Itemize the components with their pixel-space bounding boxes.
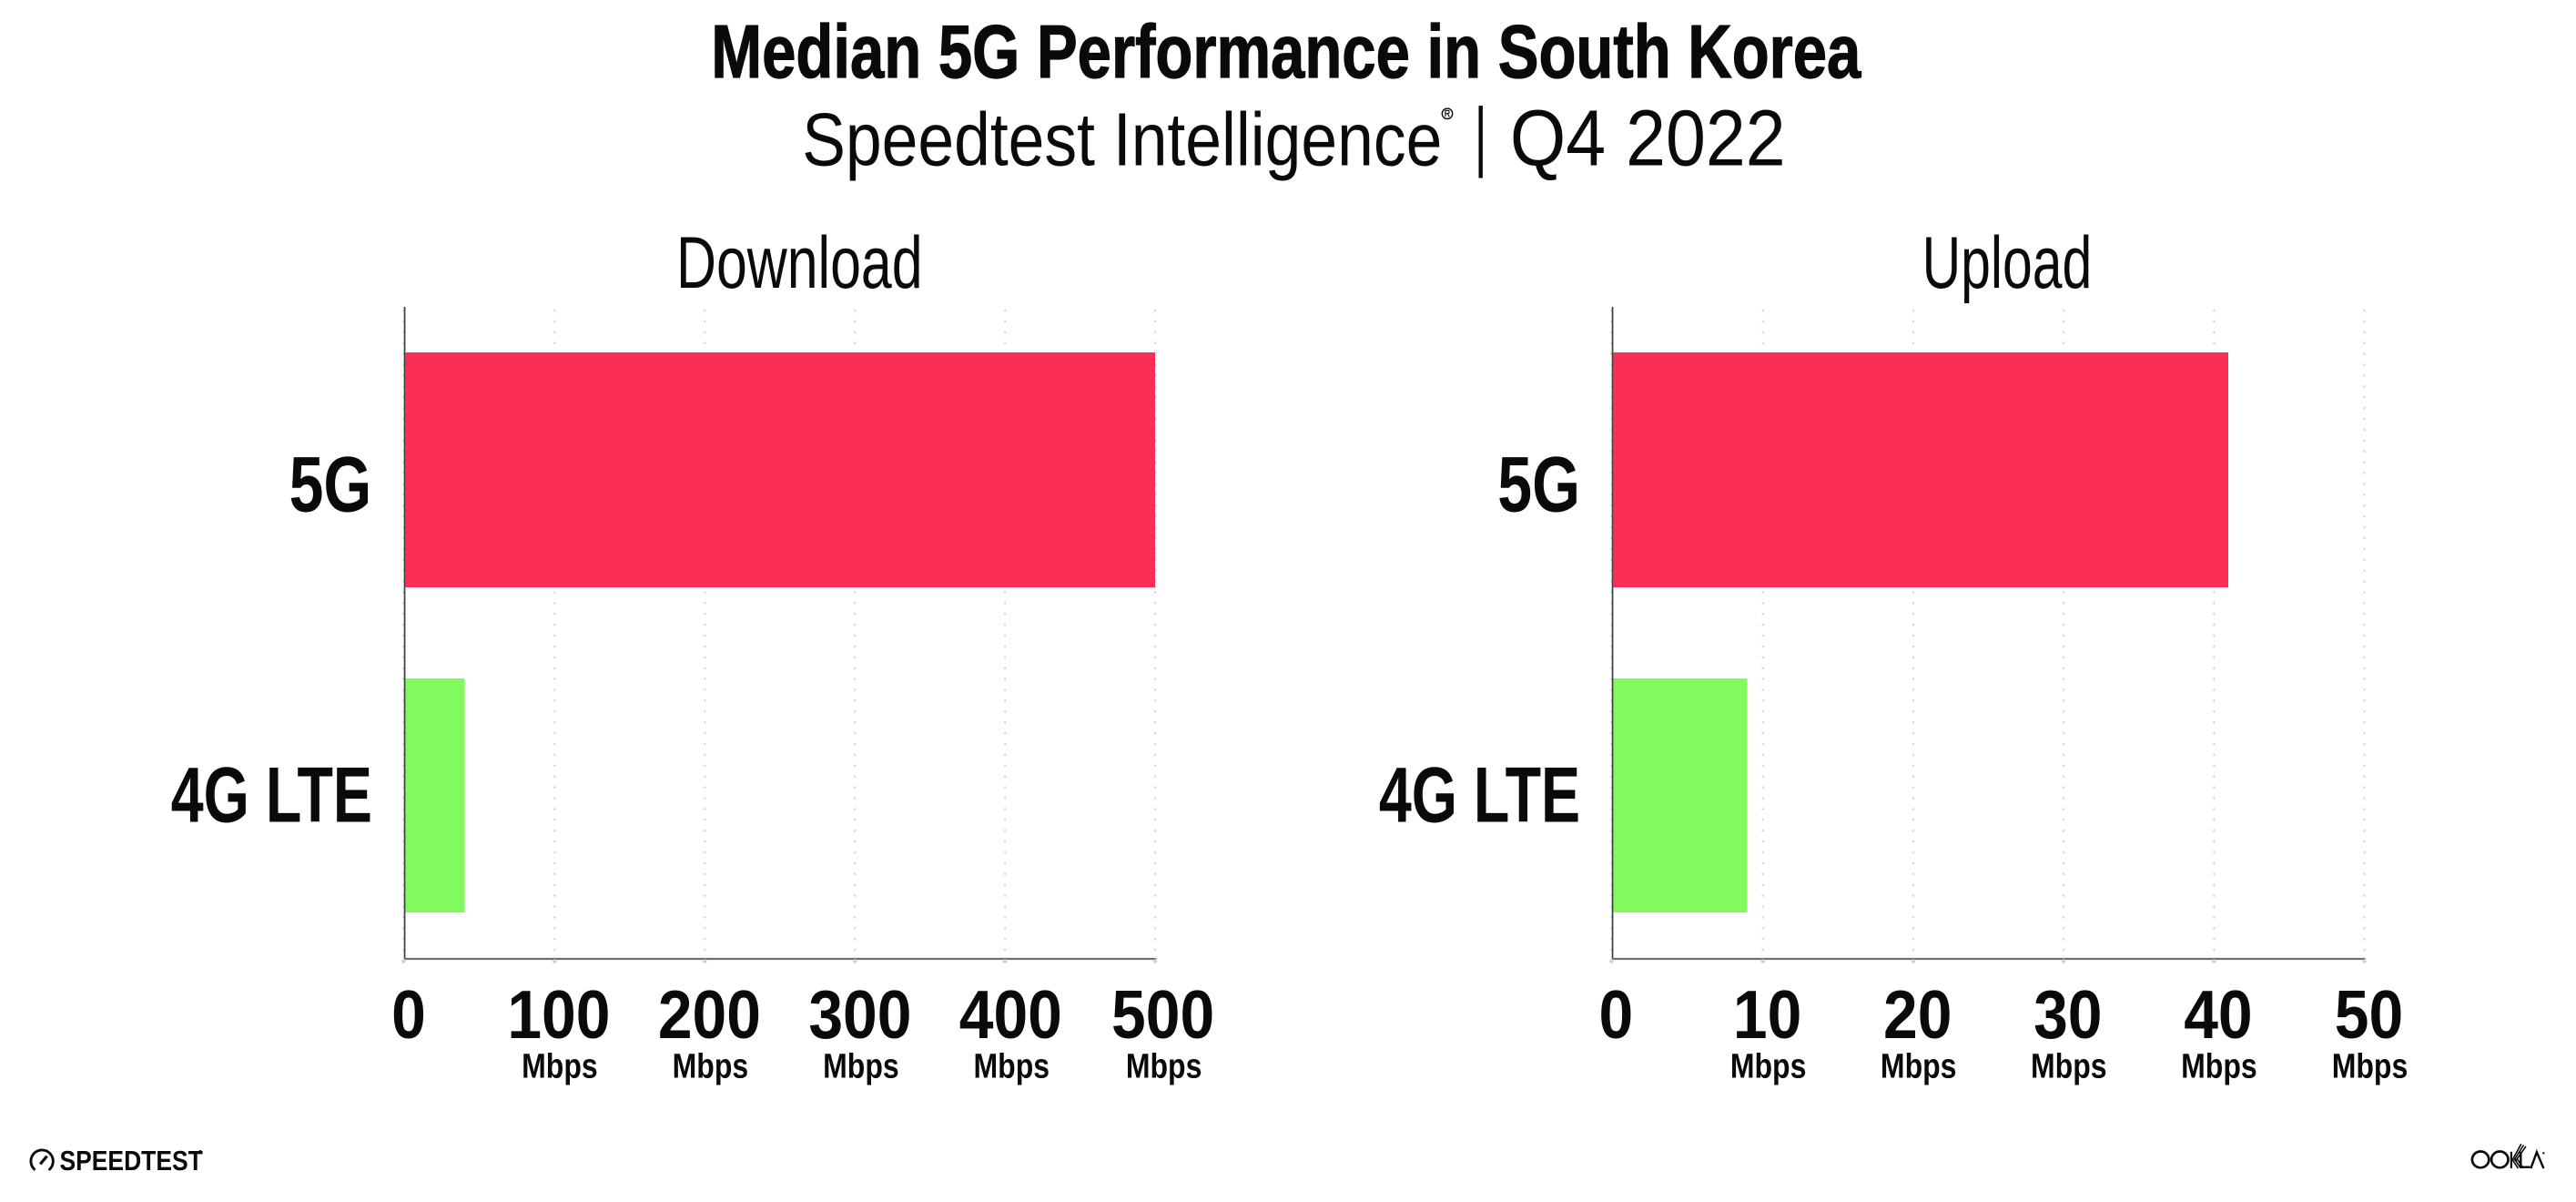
svg-text:4G LTE: 4G LTE xyxy=(171,752,372,840)
svg-text:Mbps: Mbps xyxy=(1126,1047,1202,1085)
svg-text:300: 300 xyxy=(808,976,911,1053)
svg-text:Mbps: Mbps xyxy=(2181,1047,2257,1085)
svg-text:Download: Download xyxy=(676,222,923,304)
svg-text:Mbps: Mbps xyxy=(974,1047,1050,1085)
svg-text:30: 30 xyxy=(2033,976,2102,1053)
svg-text:Speedtest Intelligence: Speedtest Intelligence xyxy=(802,98,1442,182)
svg-text:Mbps: Mbps xyxy=(1881,1047,1957,1085)
svg-text:40: 40 xyxy=(2184,976,2252,1053)
svg-text:Upload: Upload xyxy=(1922,221,2093,303)
svg-text:50: 50 xyxy=(2335,976,2403,1053)
svg-text:20: 20 xyxy=(1883,976,1952,1053)
svg-text:10: 10 xyxy=(1733,976,1801,1053)
svg-text:5G: 5G xyxy=(1497,442,1580,528)
svg-text:4G LTE: 4G LTE xyxy=(1379,752,1580,840)
svg-text:500: 500 xyxy=(1111,976,1214,1053)
svg-text:Mbps: Mbps xyxy=(673,1047,749,1085)
svg-text:Q4 2022: Q4 2022 xyxy=(1510,94,1786,182)
svg-text:Mbps: Mbps xyxy=(823,1047,899,1085)
svg-text:400: 400 xyxy=(959,976,1062,1053)
svg-text:0: 0 xyxy=(391,976,426,1053)
svg-text:0: 0 xyxy=(1599,976,1634,1053)
svg-text:200: 200 xyxy=(658,976,761,1053)
svg-text:Mbps: Mbps xyxy=(522,1047,598,1085)
svg-text:Mbps: Mbps xyxy=(1730,1047,1807,1085)
svg-text:5G: 5G xyxy=(289,442,372,528)
svg-text:100: 100 xyxy=(507,976,610,1053)
svg-text:Median 5G Performance in South: Median 5G Performance in South Korea xyxy=(711,9,1861,93)
svg-text:Mbps: Mbps xyxy=(2031,1047,2107,1085)
svg-text:Mbps: Mbps xyxy=(2332,1047,2409,1085)
svg-text:SPEEDTEST: SPEEDTEST xyxy=(60,1146,204,1177)
